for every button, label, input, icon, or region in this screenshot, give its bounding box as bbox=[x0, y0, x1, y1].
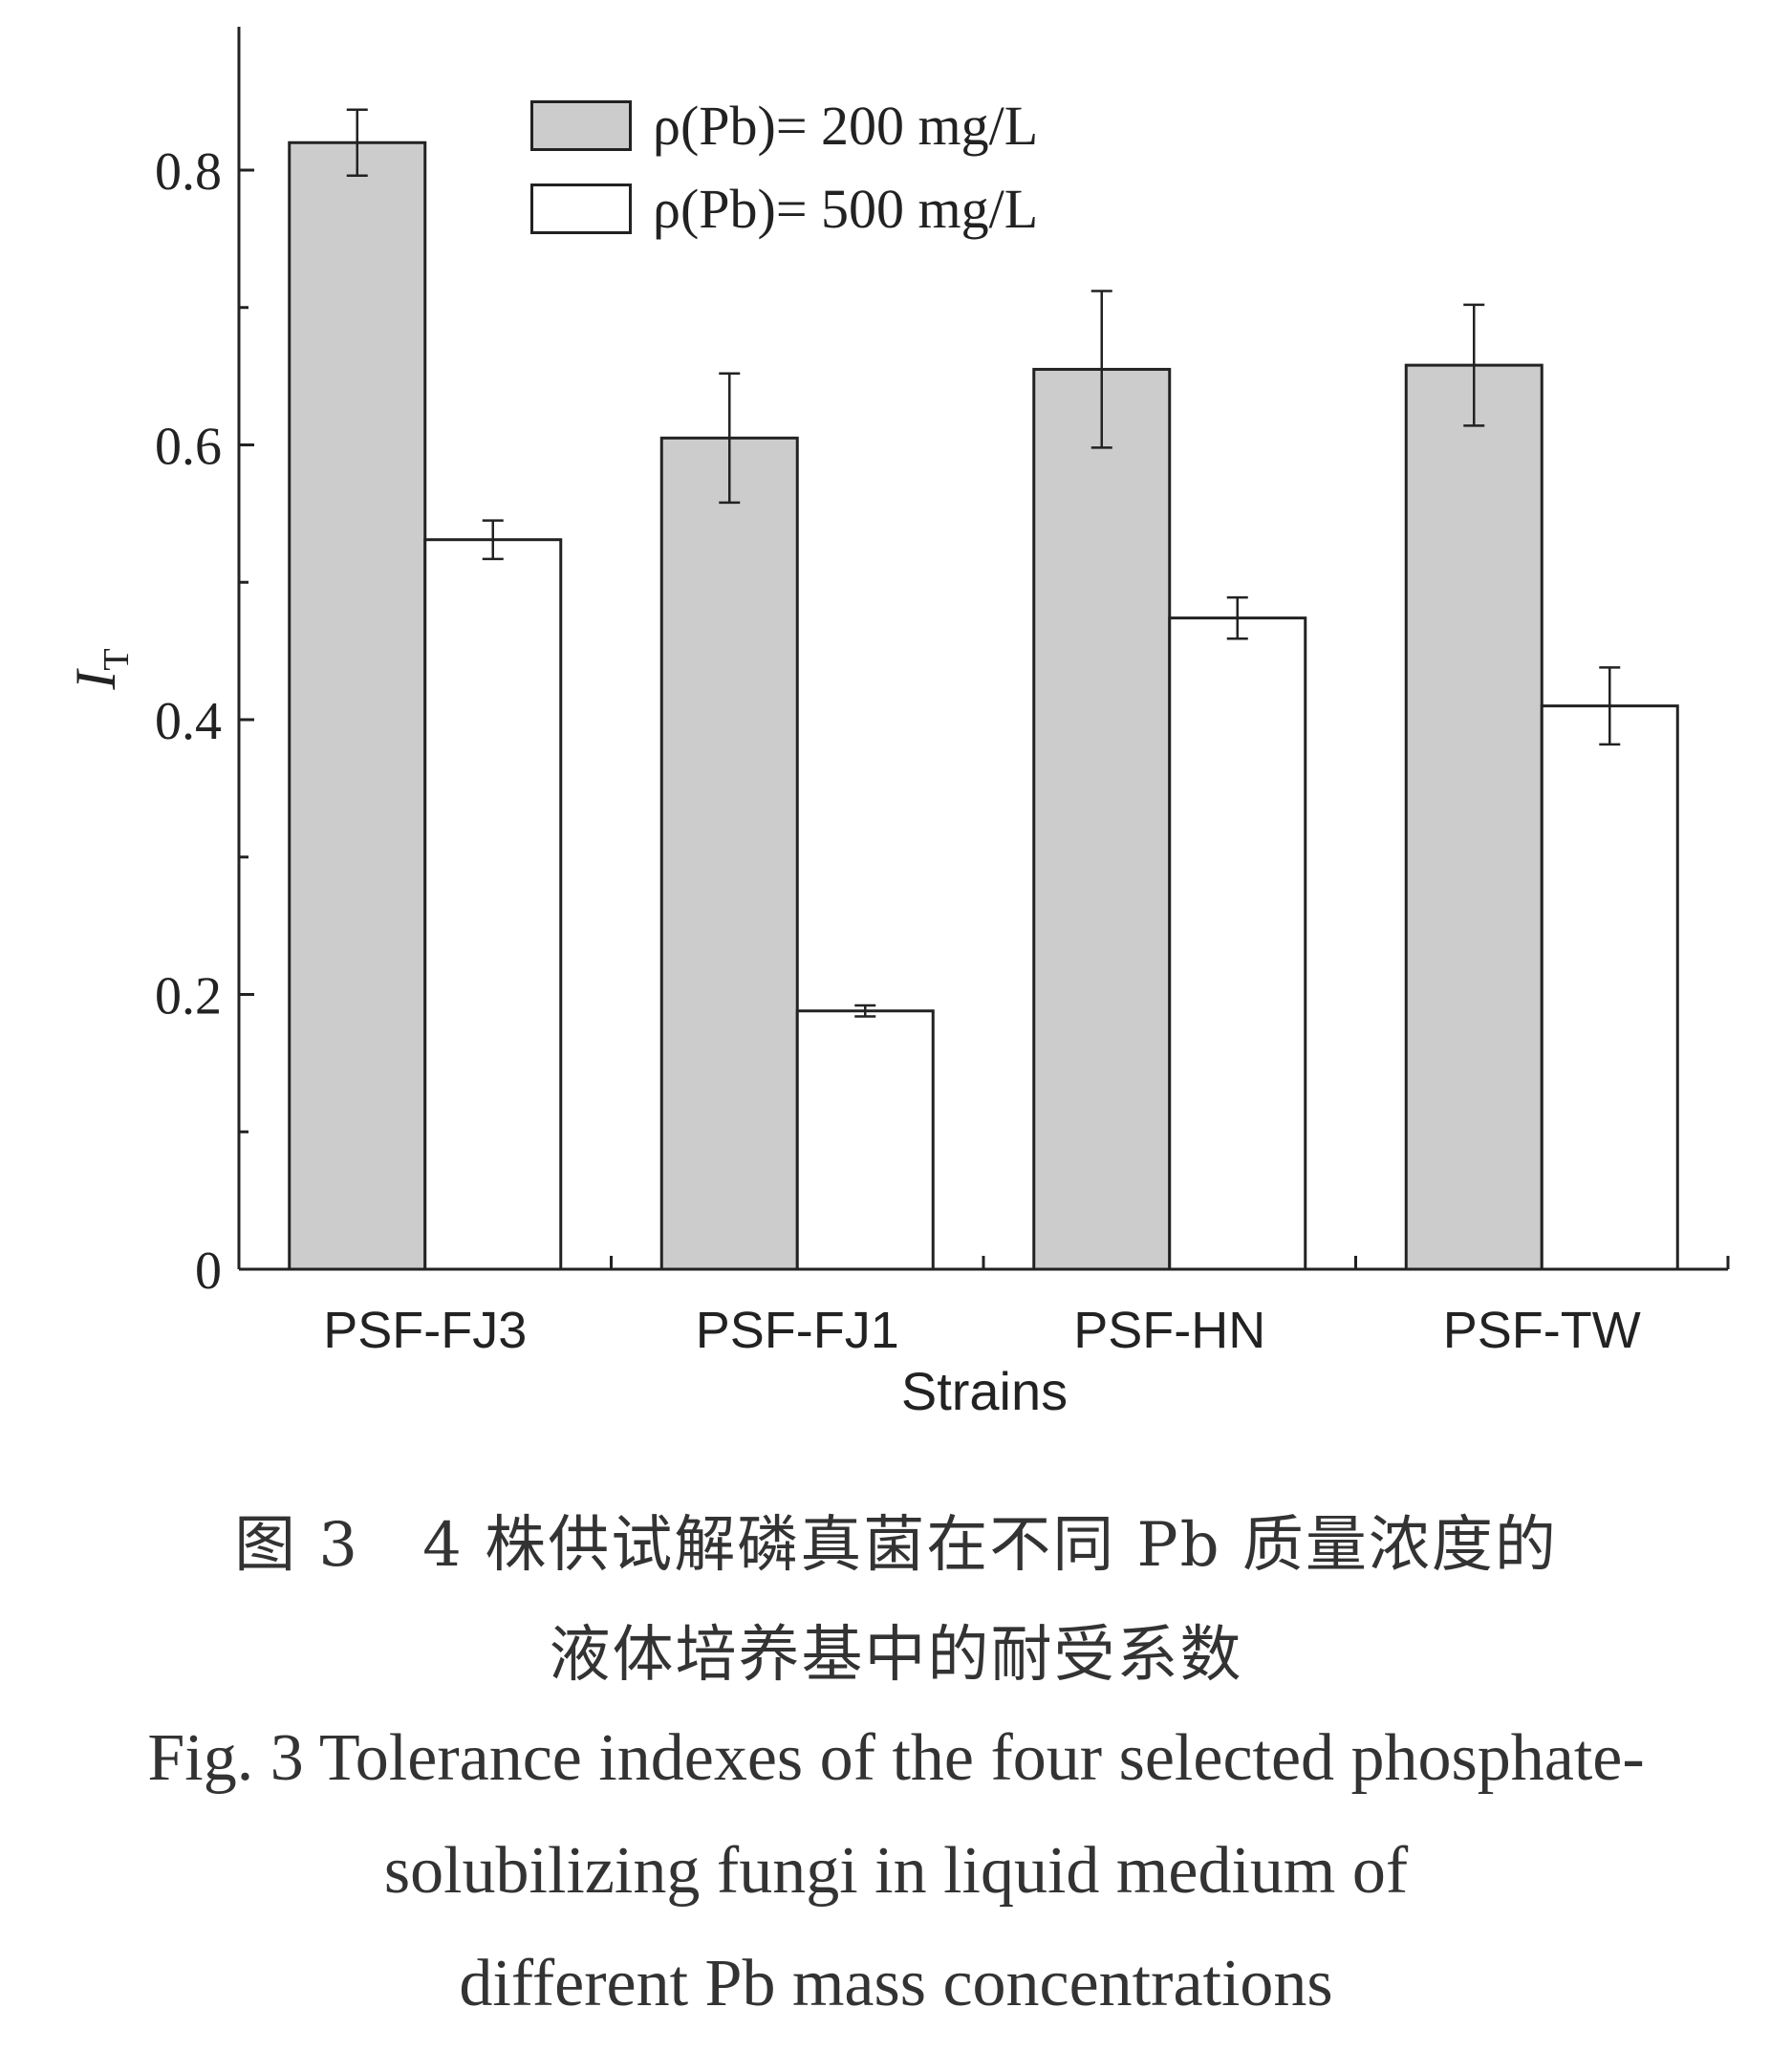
caption-en-line2: solubilizing fungi in liquid medium of bbox=[383, 1834, 1409, 1908]
bars bbox=[288, 140, 1679, 1271]
y-tick-label: 0.6 bbox=[155, 418, 222, 477]
x-tick-label: PSF-FJ3 bbox=[323, 1302, 527, 1359]
y-tick-label: 0.8 bbox=[155, 142, 222, 202]
caption-cn-line2: 液体培养基中的耐受系数 bbox=[549, 1620, 1243, 1691]
legend-item-500: ρ(Pb)= 500 mg/L bbox=[530, 177, 1038, 241]
tick-labels: 0 0.2 0.4 0.6 0.8 PSF-FJ3 PSF-FJ1 PSF-HN PSF-TW bbox=[155, 142, 1641, 1359]
x-axis-label: Strains bbox=[901, 1361, 1068, 1421]
legend-swatch-500 bbox=[530, 184, 632, 234]
x-tick-label: PSF-TW bbox=[1443, 1302, 1641, 1359]
bar-psf-fj3-200 bbox=[288, 140, 427, 1271]
bar-psf-fj1-200 bbox=[659, 436, 799, 1271]
bar-psf-tw-500 bbox=[1540, 704, 1679, 1271]
y-axis-label: IT bbox=[64, 648, 137, 690]
x-tick-label: PSF-FJ1 bbox=[696, 1302, 899, 1359]
error-bars bbox=[346, 108, 1621, 1018]
y-tick-label: 0.4 bbox=[155, 692, 222, 751]
caption-en-line3: different Pb mass concentrations bbox=[459, 1947, 1333, 2020]
x-tick-label: PSF-HN bbox=[1073, 1302, 1265, 1359]
bar-psf-fj1-500 bbox=[795, 1009, 935, 1271]
bar-psf-hn-200 bbox=[1032, 367, 1172, 1271]
bar-psf-tw-200 bbox=[1404, 363, 1544, 1271]
legend-label-200: ρ(Pb)= 200 mg/L bbox=[653, 95, 1039, 157]
legend-label-500: ρ(Pb)= 500 mg/L bbox=[653, 178, 1039, 240]
bar-psf-fj3-500 bbox=[423, 538, 563, 1271]
legend-item-200: ρ(Pb)= 200 mg/L bbox=[530, 94, 1038, 158]
caption-en-line1: Fig. 3 Tolerance indexes of the four sel… bbox=[147, 1721, 1645, 1795]
caption-cn-line1: 图 3 4 株供试解磷真菌在不同 Pb 质量浓度的 bbox=[234, 1510, 1558, 1581]
legend-swatch-200 bbox=[530, 100, 632, 151]
bar-psf-hn-500 bbox=[1168, 616, 1307, 1271]
y-tick-label: 0.2 bbox=[155, 967, 222, 1026]
y-axis-label-main: I bbox=[64, 668, 127, 691]
y-axis-label-subscript: T bbox=[97, 648, 137, 670]
y-tick-label: 0 bbox=[195, 1241, 222, 1301]
